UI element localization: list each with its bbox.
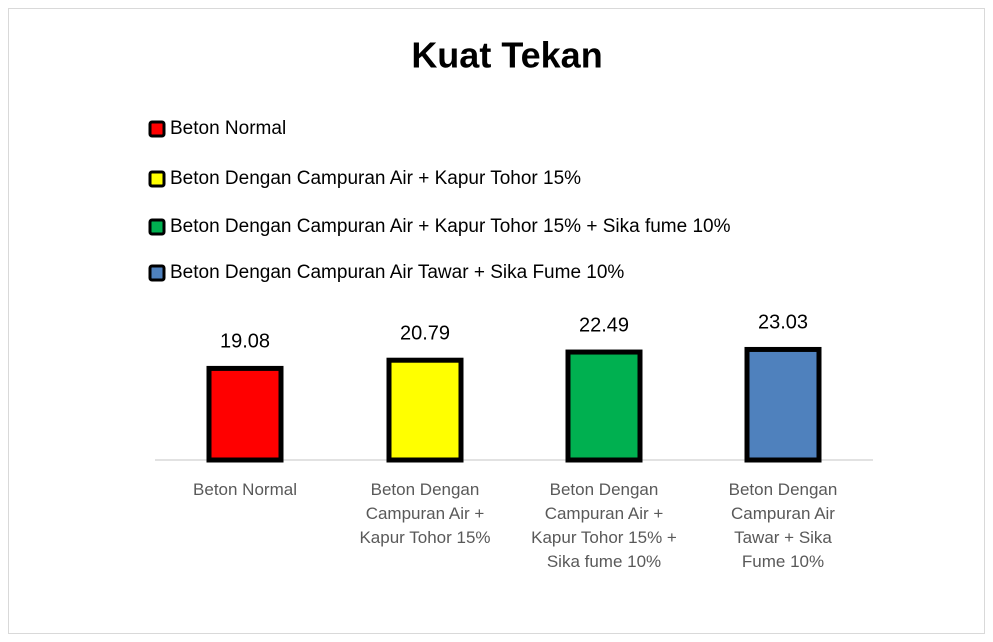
legend-swatch (148, 170, 166, 188)
bar (206, 365, 284, 463)
x-tick-label: Beton Dengan Campuran Air Tawar + Sika F… (728, 480, 838, 571)
data-label: 20.79 (400, 322, 450, 344)
legend-label: Beton Dengan Campuran Air + Kapur Tohor … (170, 216, 731, 237)
legend-swatch (148, 218, 166, 236)
bar (386, 357, 464, 463)
data-label: 22.49 (579, 314, 629, 336)
legend-label: Beton Normal (170, 118, 286, 139)
chart-title: Kuat Tekan (411, 35, 602, 76)
x-tick-label: Beton Dengan Campuran Air + Kapur Tohor … (531, 480, 677, 571)
chart-border (8, 8, 985, 634)
bar (744, 346, 822, 463)
legend-swatch (148, 120, 166, 138)
x-tick-label: Beton Dengan Campuran Air + Kapur Tohor … (359, 480, 491, 547)
data-label: 19.08 (220, 331, 270, 353)
legend-label: Beton Dengan Campuran Air + Kapur Tohor … (170, 168, 581, 189)
x-tick-label: Beton Normal (193, 480, 297, 499)
bar (565, 349, 643, 463)
legend-label: Beton Dengan Campuran Air Tawar + Sika F… (170, 262, 624, 283)
legend-swatch (148, 264, 166, 282)
data-label: 23.03 (758, 312, 808, 334)
